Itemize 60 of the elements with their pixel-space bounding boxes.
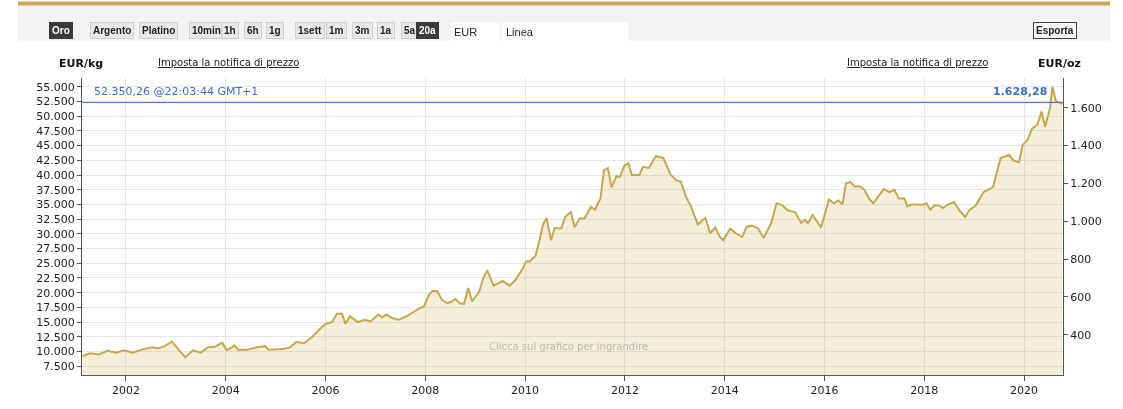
y2-tick-label: 1.400 — [1070, 139, 1102, 153]
y-tick-label: 7.500 — [43, 360, 75, 374]
text: Argento — [93, 25, 132, 36]
y-tick-label: 32.500 — [36, 213, 75, 226]
y-tick-label: 25.000 — [36, 257, 75, 271]
y-tick-label: 27.500 — [36, 242, 75, 256]
text: 10min — [192, 25, 221, 36]
y2-tick-label: 400 — [1070, 328, 1092, 342]
y2-tick-label: 600 — [1070, 290, 1092, 304]
x-tick-label: 2002 — [111, 384, 140, 398]
y-tick-label: 20.000 — [36, 286, 75, 300]
y2-tick-label: 1.000 — [1070, 215, 1102, 229]
x-tick-label: 2006 — [311, 384, 340, 398]
text: EUR — [454, 26, 496, 38]
y-tick-label: 45.000 — [36, 139, 75, 153]
x-tick-label: 2018 — [910, 384, 939, 398]
text: 1g — [269, 25, 281, 36]
text: 20a — [419, 25, 437, 36]
text: 1h — [224, 25, 236, 36]
y-tick-label: 12.500 — [36, 330, 75, 344]
text: Oro — [52, 25, 70, 36]
y-tick-label: 42.500 — [36, 154, 75, 168]
y-tick-label: 30.000 — [36, 227, 75, 241]
x-tick-label: 2012 — [610, 384, 639, 398]
y-tick-label: 35.000 — [36, 198, 75, 212]
text: Esporta — [1036, 25, 1074, 36]
x-tick-label: 2020 — [1010, 384, 1039, 398]
y-tick-label: 17.500 — [36, 301, 75, 315]
text: 1m — [329, 25, 344, 36]
y-tick-label: 15.000 — [36, 315, 75, 329]
x-tick-label: 2008 — [411, 384, 440, 398]
x-tick-label: 2016 — [810, 384, 839, 398]
y-tick-label: 37.500 — [36, 183, 75, 197]
x-tick-label: 2010 — [511, 384, 540, 398]
y2-tick-label: 1.200 — [1070, 177, 1102, 191]
text: 3m — [355, 25, 370, 36]
y-tick-label: 47.500 — [36, 124, 75, 138]
y-tick-label: 22.500 — [36, 271, 75, 285]
y-tick-label: 40.000 — [36, 168, 75, 182]
y-tick-label: 10.000 — [36, 345, 75, 359]
text: 5a — [404, 25, 416, 36]
text: Imposta la notifica di prezzo — [158, 57, 300, 68]
y2-tick-label: 1.600 — [1070, 101, 1102, 115]
y-axis-title: EUR/kg — [59, 57, 104, 70]
x-tick-label: 2014 — [710, 384, 739, 398]
annotation: 1.628,28 — [993, 85, 1048, 98]
text: Platino — [142, 25, 176, 36]
y-tick-label: 55.000 — [36, 80, 75, 94]
text: Imposta la notifica di prezzo — [847, 57, 989, 68]
x-tick-label: 2004 — [211, 384, 240, 398]
text: 1a — [380, 25, 392, 36]
ref-line-label: 52.350,26 @22:03:44 GMT+1 — [94, 85, 259, 98]
y-tick-label: 52.500 — [36, 95, 75, 109]
text: 1sett — [298, 25, 323, 36]
y-tick-label: 50.000 — [36, 110, 75, 124]
text: 6h — [247, 25, 259, 36]
y2-axis-title: EUR/oz — [1038, 57, 1081, 70]
text: Linea — [506, 26, 625, 38]
annotation: Clicca sul grafico per ingrandire — [489, 341, 649, 352]
y2-tick-label: 800 — [1070, 252, 1092, 266]
